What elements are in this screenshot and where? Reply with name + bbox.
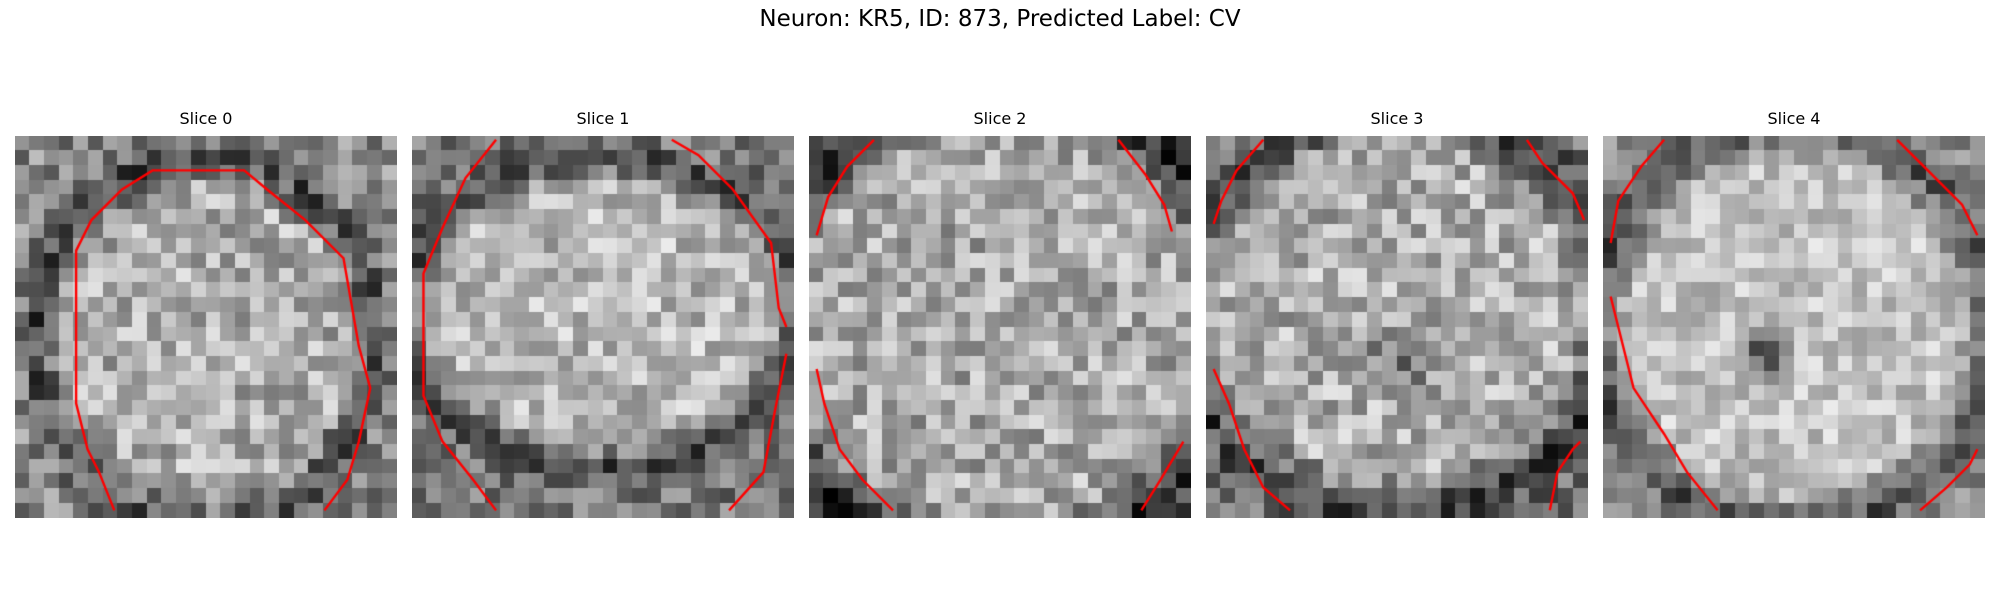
slice-panel-0: Slice 0	[15, 108, 397, 518]
slice-image-2	[809, 136, 1191, 518]
slice-title-0: Slice 0	[179, 109, 233, 128]
slice-panel-2: Slice 2	[809, 108, 1191, 518]
slice-panel-1: Slice 1	[412, 108, 794, 518]
slice-image-0	[15, 136, 397, 518]
slice-title-2: Slice 2	[973, 109, 1027, 128]
slice-panel-4: Slice 4	[1603, 108, 1985, 518]
slice-panel-3: Slice 3	[1206, 108, 1588, 518]
figure-title: Neuron: KR5, ID: 873, Predicted Label: C…	[759, 6, 1241, 32]
slice-image-3	[1206, 136, 1588, 518]
slice-title-1: Slice 1	[576, 109, 630, 128]
slice-image-4	[1603, 136, 1985, 518]
slice-title-4: Slice 4	[1767, 109, 1821, 128]
slice-title-3: Slice 3	[1370, 109, 1424, 128]
slice-image-1	[412, 136, 794, 518]
